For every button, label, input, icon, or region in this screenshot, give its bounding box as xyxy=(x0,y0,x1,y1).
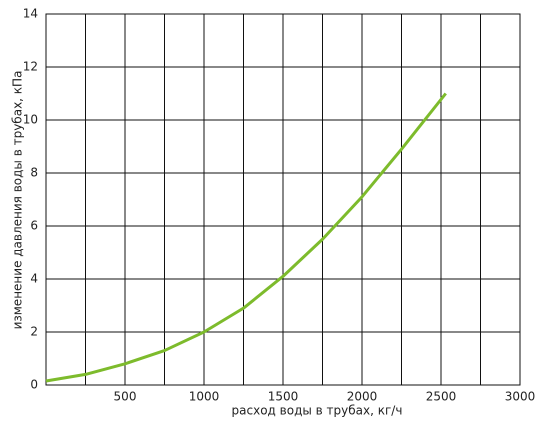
x-tick-label: 1000 xyxy=(189,390,220,404)
x-tick-label: 3000 xyxy=(505,390,536,404)
x-tick-label: 1500 xyxy=(268,390,299,404)
x-tick-label: 500 xyxy=(114,390,137,404)
x-tick-label: 2500 xyxy=(426,390,457,404)
y-tick-label: 4 xyxy=(30,272,38,286)
y-tick-label: 2 xyxy=(30,325,38,339)
y-tick-label: 6 xyxy=(30,219,38,233)
y-tick-label: 14 xyxy=(23,7,38,21)
y-axis-label: изменение давления воды в трубах, кПа xyxy=(11,71,25,330)
data-line xyxy=(45,92,447,383)
y-tick-label: 10 xyxy=(23,113,38,127)
y-tick-label: 0 xyxy=(30,378,38,392)
y-tick-label: 8 xyxy=(30,166,38,180)
x-tick-label: 2000 xyxy=(347,390,378,404)
x-axis-label: расход воды в трубах, кг/ч xyxy=(232,404,403,418)
y-tick-label: 12 xyxy=(23,60,38,74)
